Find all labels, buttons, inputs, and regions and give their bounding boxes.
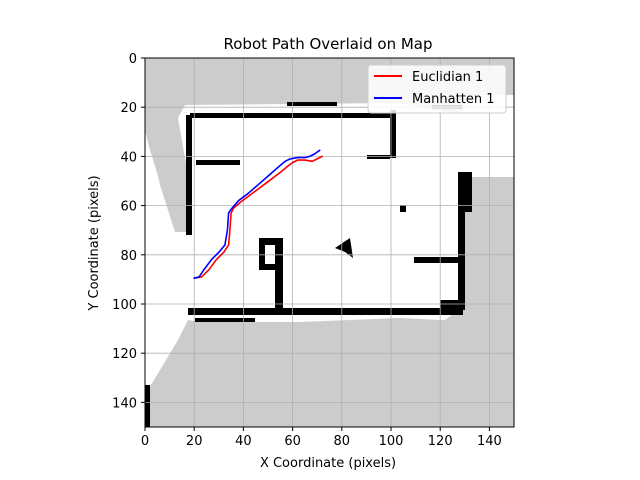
- legend: Euclidian 1 Manhatten 1: [368, 65, 506, 113]
- wall-pillar-left: [259, 238, 265, 268]
- x-tick-label: 100: [379, 434, 404, 449]
- chart-title: Robot Path Overlaid on Map: [224, 35, 433, 53]
- wall-inner-shelf: [414, 257, 462, 263]
- y-tick-label: 0: [129, 52, 137, 67]
- wall-inner-left: [196, 160, 240, 165]
- x-tick-label: 140: [477, 434, 502, 449]
- x-tick-label: 20: [186, 434, 203, 449]
- wall-pillar-mid: [259, 264, 283, 270]
- wall-bottom-debris: [195, 318, 255, 322]
- wall-left: [186, 115, 192, 235]
- x-axis-label: X Coordinate (pixels): [260, 456, 396, 471]
- y-tick-label: 100: [112, 298, 137, 313]
- y-tick-label: 120: [112, 347, 137, 362]
- map-unknown-bottom: [145, 318, 514, 427]
- y-tick-label: 140: [112, 396, 137, 411]
- wall-bottom: [188, 308, 463, 315]
- legend-label-manhatten: Manhatten 1: [412, 92, 494, 107]
- wall-pillar: [275, 240, 283, 310]
- y-tick-label: 40: [120, 150, 137, 165]
- wall-obstacle-small: [400, 205, 406, 212]
- wall-top: [190, 113, 392, 118]
- legend-label-euclidian: Euclidian 1: [412, 70, 483, 85]
- x-tick-label: 40: [235, 434, 252, 449]
- y-tick-label: 60: [120, 200, 137, 215]
- x-tick-label: 0: [141, 434, 149, 449]
- y-tick-label: 20: [120, 101, 137, 116]
- x-tick-label: 80: [334, 434, 351, 449]
- y-tick-label: 80: [120, 249, 137, 264]
- y-axis-label: Y Coordinate (pixels): [87, 175, 102, 311]
- x-tick-label: 120: [428, 434, 453, 449]
- wall-top-debris: [287, 102, 337, 106]
- x-tick-label: 60: [284, 434, 301, 449]
- wall-bottom-left-edge: [145, 385, 150, 427]
- wall-inner-right: [367, 155, 390, 159]
- wall-bottom-right: [440, 300, 465, 310]
